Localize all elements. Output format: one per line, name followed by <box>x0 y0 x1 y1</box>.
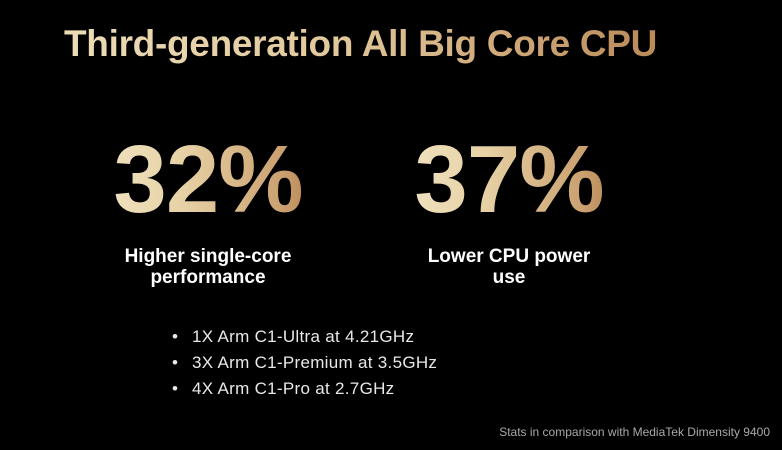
stat-block-power: 37% Lower CPU power use <box>379 129 639 288</box>
slide-title: Third-generation All Big Core CPU <box>64 22 657 66</box>
footnote: Stats in comparison with MediaTek Dimens… <box>499 425 770 439</box>
stat-caption-line: use <box>492 266 526 288</box>
stat-caption-line: Higher single-core <box>124 245 292 267</box>
list-item-text: 3X Arm C1-Premium at 3.5GHz <box>192 353 438 372</box>
list-item: • 4X Arm C1-Pro at 2.7GHz <box>172 376 437 402</box>
cpu-core-list: • 1X Arm C1-Ultra at 4.21GHz • 3X Arm C1-P… <box>172 324 437 402</box>
stat-caption-line: performance <box>150 266 266 288</box>
stat-caption: Lower CPU power use <box>379 246 639 288</box>
stat-block-performance: 32% Higher single-core performance <box>78 129 338 288</box>
stat-caption-line: Lower CPU power <box>427 245 591 267</box>
bullet-icon: • <box>172 353 179 372</box>
list-item: • 1X Arm C1-Ultra at 4.21GHz <box>172 324 437 350</box>
stat-value: 37% <box>379 129 639 231</box>
bullet-icon: • <box>172 379 179 398</box>
list-item-text: 4X Arm C1-Pro at 2.7GHz <box>192 379 395 398</box>
stat-value: 32% <box>78 129 338 231</box>
bullet-icon: • <box>172 327 179 346</box>
stat-caption: Higher single-core performance <box>78 246 338 288</box>
list-item-text: 1X Arm C1-Ultra at 4.21GHz <box>192 327 415 346</box>
list-item: • 3X Arm C1-Premium at 3.5GHz <box>172 350 437 376</box>
